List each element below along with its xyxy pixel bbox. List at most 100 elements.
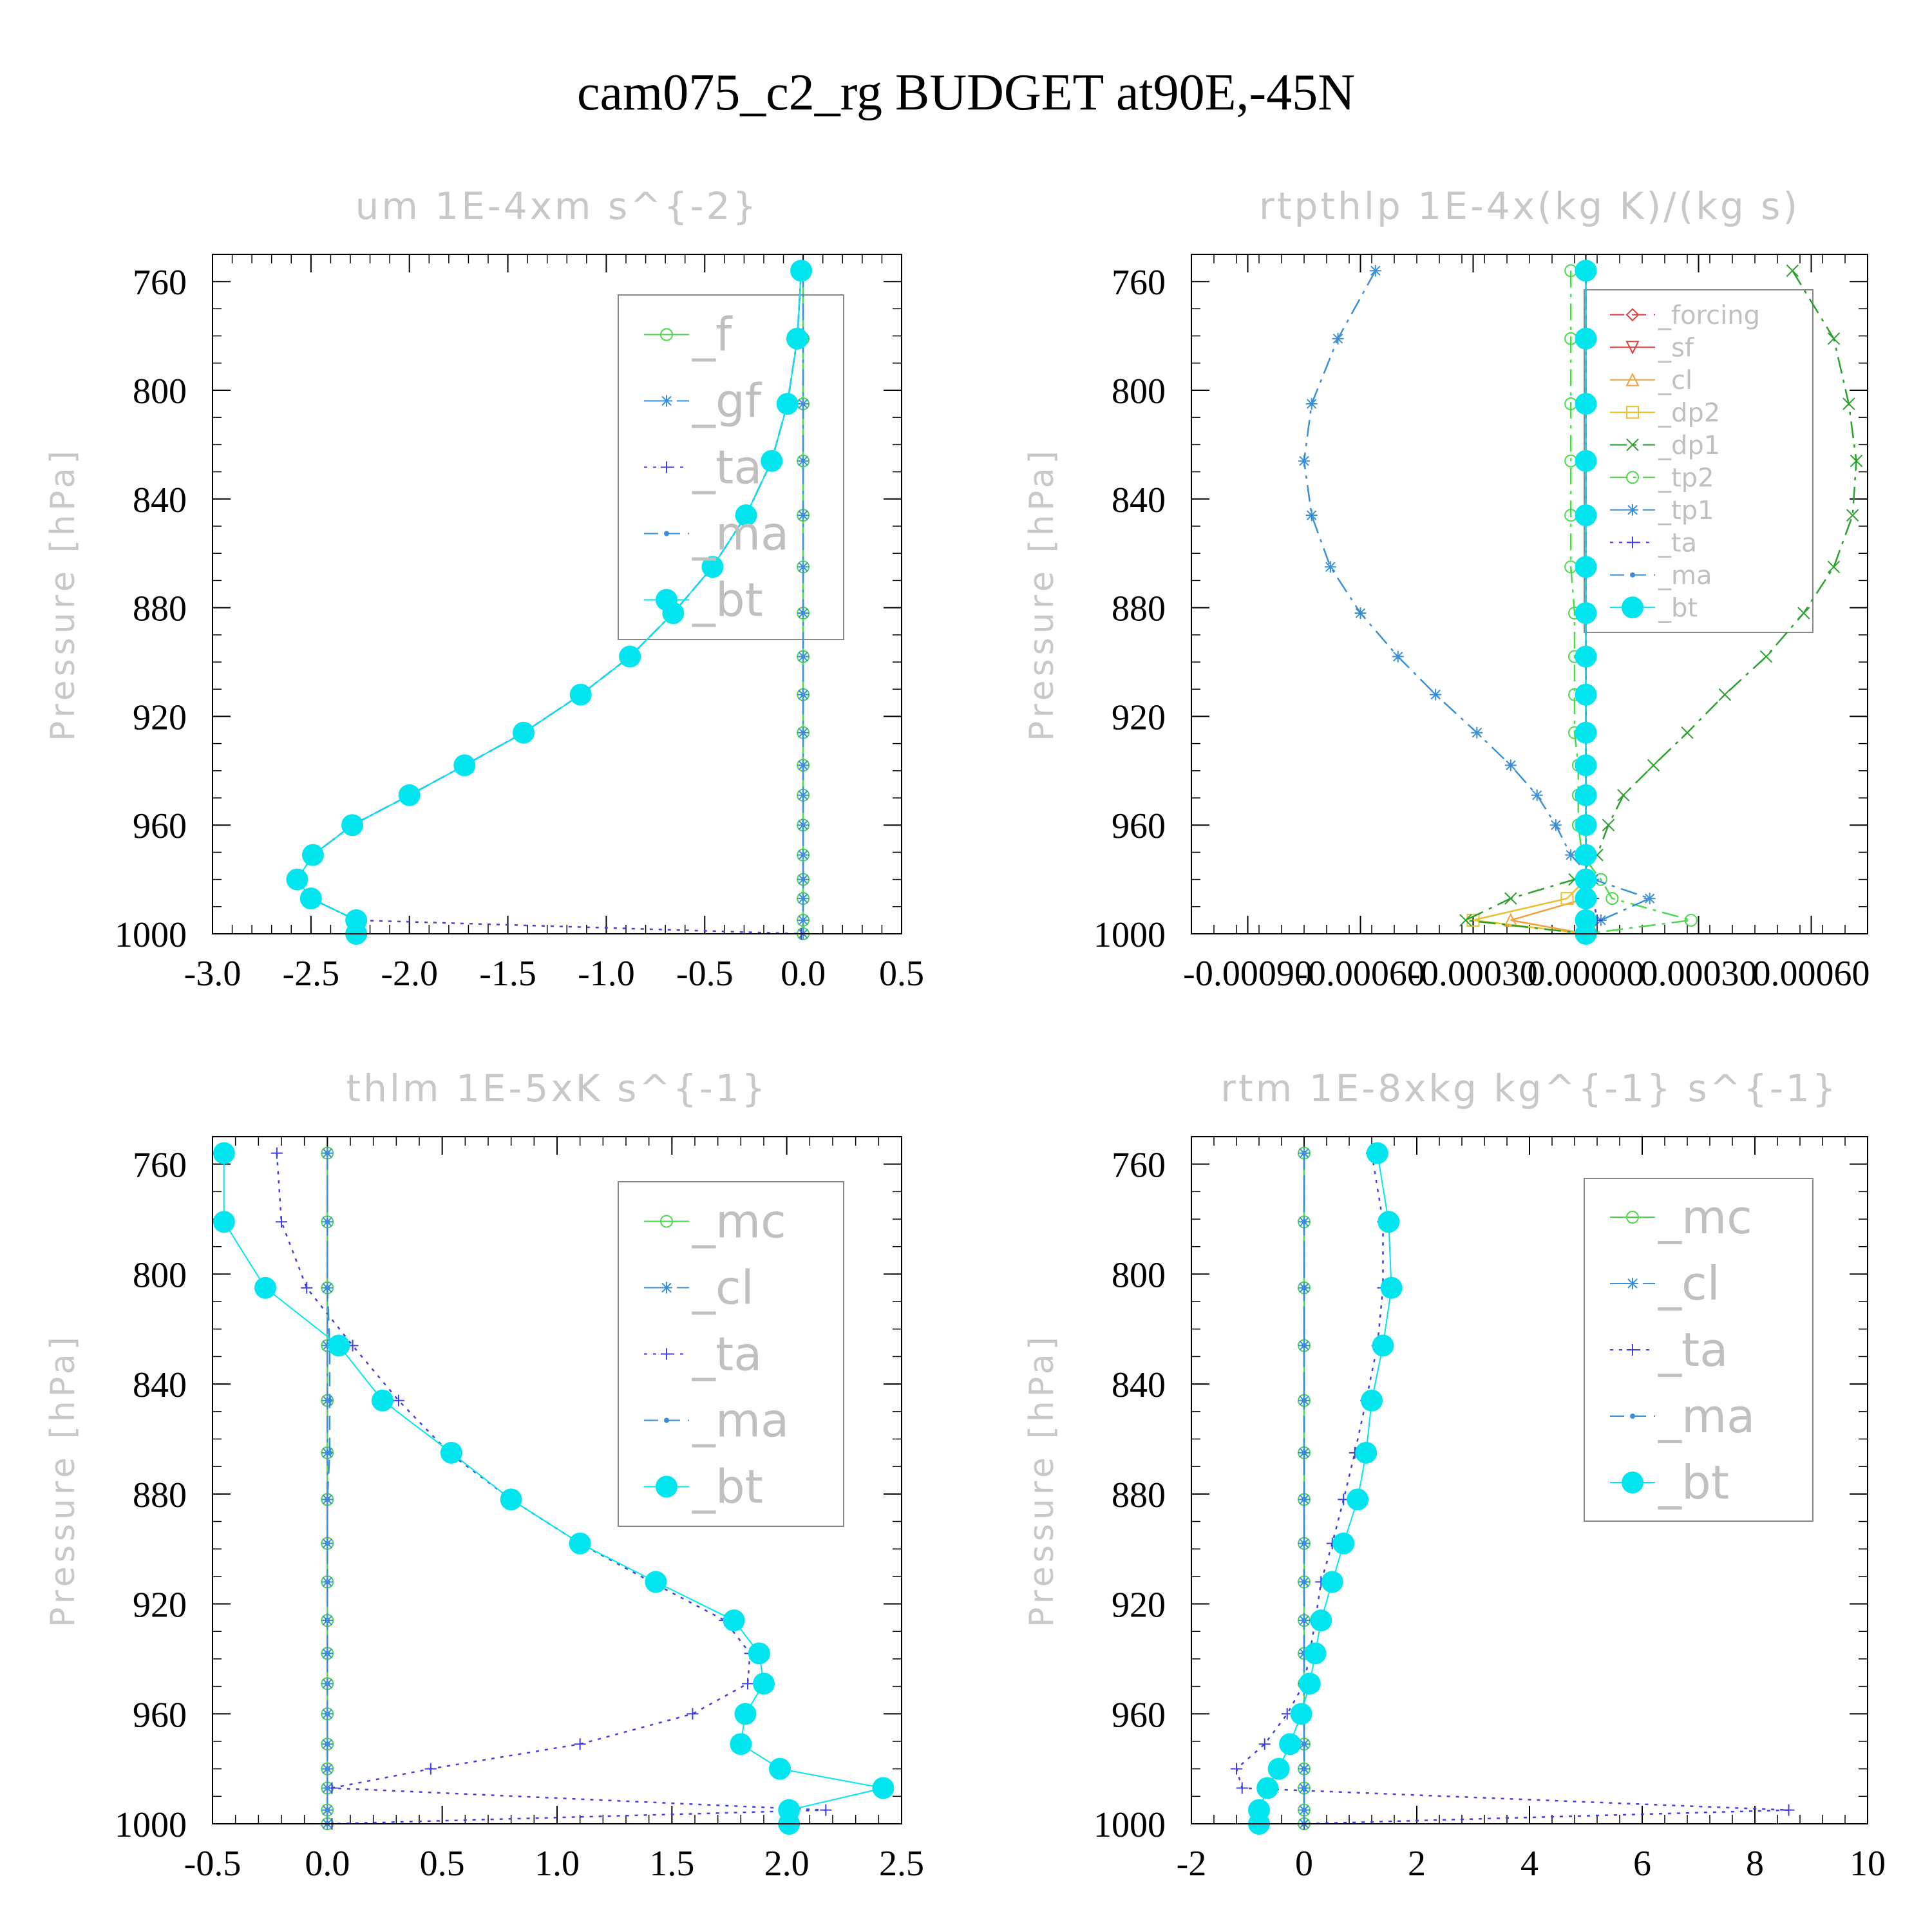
panel-title: rtm 1E-8xkg kg^{-1} s^{-1}: [1220, 1066, 1839, 1110]
data-point: [730, 1733, 752, 1756]
series-line: [1473, 270, 1587, 935]
x-tick-label: -2.0: [381, 954, 438, 994]
x-tick-label: 1.0: [535, 1844, 580, 1884]
data-point: [392, 1394, 404, 1406]
data-point: [1324, 561, 1336, 573]
data-point: [1617, 789, 1630, 802]
data-point: [619, 645, 641, 668]
legend-marker: [661, 461, 672, 473]
x-tick-label: 0.5: [879, 954, 924, 994]
x-tick-label: 6: [1633, 1844, 1651, 1884]
y-tick-label: 840: [133, 1365, 187, 1405]
legend-entry: _f: [644, 308, 733, 362]
data-point: [1504, 892, 1517, 905]
data-point: [1298, 1672, 1321, 1695]
y-tick-label: 760: [133, 263, 187, 303]
x-tick-label: -1.0: [578, 954, 635, 994]
series-line: [1258, 1153, 1392, 1824]
legend-marker: [664, 1417, 669, 1423]
legend-marker: [1627, 1278, 1638, 1289]
y-tick-label: 800: [1112, 372, 1166, 412]
data-point: [797, 509, 810, 522]
y-tick-label: 840: [1112, 480, 1166, 520]
legend-label: _bt: [1658, 593, 1698, 623]
legend-entry: _ta: [644, 1327, 762, 1381]
data-point: [1565, 849, 1577, 861]
data-point: [1827, 560, 1841, 574]
legend-entry: _ta: [1610, 528, 1697, 558]
data-point: [328, 1334, 350, 1357]
data-point: [1369, 265, 1381, 277]
data-point: [453, 754, 476, 777]
data-point: [1267, 1757, 1290, 1780]
data-point: [1531, 789, 1543, 801]
series-line: [276, 1153, 826, 1825]
y-tick-label: 880: [1112, 589, 1166, 629]
data-point: [325, 1785, 330, 1791]
data-point: [213, 1142, 235, 1164]
y-tick-label: 800: [133, 1255, 187, 1295]
x-tick-label: 0.0: [781, 954, 826, 994]
data-point: [1302, 1397, 1307, 1403]
data-point: [325, 1681, 330, 1687]
data-point: [1797, 607, 1810, 620]
y-tick-label: 920: [1112, 1586, 1166, 1625]
x-tick-label: -3.0: [184, 954, 242, 994]
x-tick-label: 0.00060: [1753, 954, 1870, 994]
legend-marker: [661, 1348, 672, 1360]
data-point: [820, 1804, 832, 1816]
legend-marker: [660, 328, 673, 341]
data-point: [276, 1216, 287, 1228]
data-point: [1549, 819, 1562, 831]
panel-4: rtm 1E-8xkg kg^{-1} s^{-1} Pressure [hPa]…: [1023, 1066, 1886, 1884]
data-point: [645, 1571, 667, 1593]
data-point: [1231, 1763, 1242, 1775]
data-point: [1258, 1738, 1271, 1750]
data-point: [723, 1609, 745, 1632]
data-point: [735, 504, 757, 527]
data-point: [1332, 1532, 1355, 1555]
data-point: [254, 1276, 277, 1299]
data-point: [768, 1757, 791, 1780]
data-point: [1310, 1609, 1332, 1632]
x-tick-label: 1.5: [649, 1844, 694, 1884]
legend-entry: _ta: [1610, 1323, 1728, 1377]
legend-label: _ma: [692, 1394, 789, 1448]
legend-marker: [661, 395, 672, 407]
legend-entry: _ma: [644, 507, 789, 561]
x-tick-label: 2.0: [764, 1844, 810, 1884]
series-ma: [325, 1150, 332, 1826]
data-point: [1298, 455, 1310, 467]
legend-marker: [1630, 1414, 1635, 1419]
data-point: [1575, 887, 1597, 910]
x-tick-label: -0.00090: [1183, 954, 1312, 994]
data-point: [1302, 1579, 1307, 1585]
legend-marker: [1627, 1344, 1638, 1356]
legend-entry: _cl: [1610, 366, 1692, 395]
x-tick-label: -2.5: [283, 954, 340, 994]
data-point: [1354, 607, 1367, 620]
series-cl: [1504, 263, 1593, 940]
y-tick-label: 920: [133, 1586, 187, 1625]
legend-marker: [1626, 471, 1639, 484]
data-point: [797, 650, 810, 663]
legend-marker: [1626, 406, 1639, 419]
y-tick-label: 960: [1112, 806, 1166, 846]
data-point: [301, 844, 324, 866]
legend-label: _cl: [1658, 366, 1692, 395]
data-point: [1332, 332, 1344, 345]
data-point: [1302, 1219, 1307, 1225]
data-point: [1605, 892, 1619, 905]
data-point: [1236, 1782, 1248, 1794]
legend-box: [1584, 1178, 1814, 1522]
series-dp1: [1459, 264, 1863, 940]
data-point: [1302, 1618, 1307, 1624]
panel-title: um 1E-4xm s^{-2}: [355, 184, 759, 228]
data-point: [1392, 650, 1404, 663]
legend-entry: _bt: [644, 573, 763, 627]
data-point: [398, 784, 421, 806]
legend-label: _tp1: [1658, 496, 1714, 526]
data-point: [325, 1540, 330, 1546]
y-tick-label: 760: [1112, 263, 1166, 303]
data-point: [301, 1282, 313, 1294]
